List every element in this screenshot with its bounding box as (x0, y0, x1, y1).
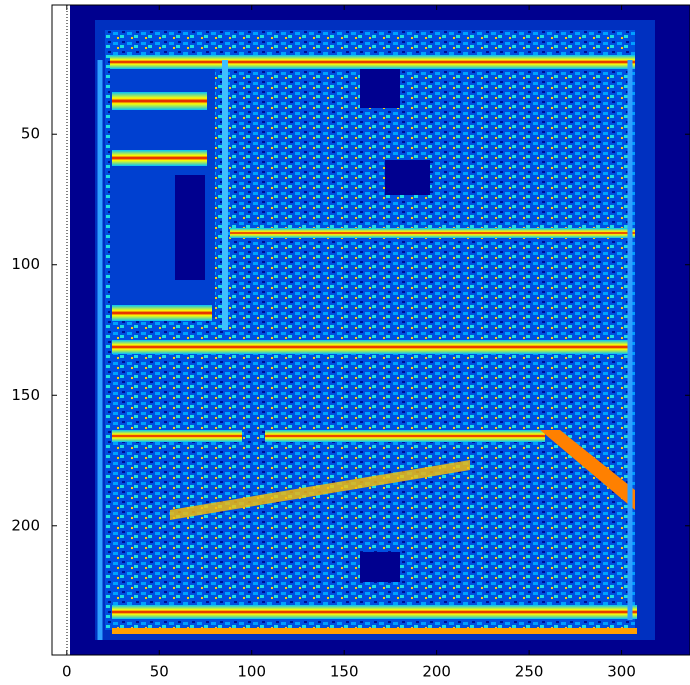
x-tick-label: 150 (330, 663, 359, 681)
x-tick-label: 250 (515, 663, 544, 681)
x-tick-label: 0 (62, 663, 72, 681)
x-tick-label: 50 (150, 663, 169, 681)
y-tick-label: 50 (21, 125, 40, 143)
plot-frame (51, 4, 690, 656)
heatmap-image (70, 5, 690, 655)
y-tick-label: 200 (11, 516, 40, 534)
x-tick-label: 200 (422, 663, 451, 681)
x-tick-label: 300 (607, 663, 636, 681)
y-tick-label: 100 (11, 255, 40, 273)
x-tick-label: 100 (237, 663, 266, 681)
y-tick-label: 150 (11, 386, 40, 404)
